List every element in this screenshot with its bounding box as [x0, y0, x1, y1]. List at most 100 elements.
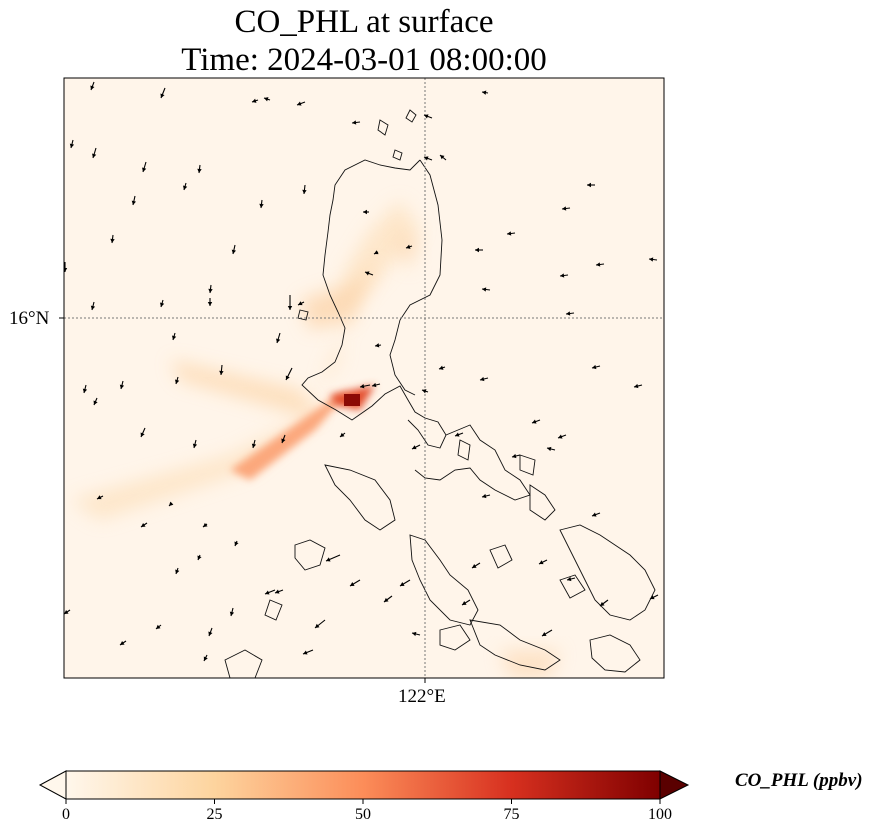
colorbar-extend-high — [659, 770, 690, 800]
wind-arrow-head — [412, 631, 417, 637]
wind-arrow-head — [175, 569, 180, 574]
wind-arrow-head — [97, 495, 102, 500]
wind-arrow-head — [560, 273, 565, 278]
colorbar-tick-label: 0 — [62, 806, 70, 823]
wind-arrow-head — [207, 302, 213, 306]
wind-arrow-head — [562, 206, 567, 211]
wind-arrow-head — [384, 597, 389, 602]
wind-arrow-head — [424, 114, 429, 119]
wind-arrow-head — [439, 365, 444, 370]
wind-arrow-head — [303, 650, 308, 655]
colorbar-ticks — [65, 799, 661, 804]
wind-arrow-head — [90, 85, 95, 90]
wind-arrow-head — [482, 493, 487, 499]
wind-arrow-head — [251, 443, 257, 448]
wind-arrow-head — [363, 209, 367, 215]
wind-arrow-head — [650, 595, 655, 600]
wind-arrow-head — [82, 388, 88, 393]
wind-arrow-head — [374, 250, 379, 255]
colorbar — [38, 770, 690, 804]
wind-arrow-head — [197, 168, 202, 173]
wind-arrow-head — [472, 564, 477, 568]
wind-arrow-head — [440, 155, 445, 160]
wind-arrow-head — [480, 376, 485, 382]
wind-arrow-head — [203, 522, 208, 527]
wind-arrow-head — [219, 370, 224, 375]
wind-arrow-head — [287, 306, 293, 310]
wind-arrow-head — [208, 631, 213, 636]
plume-peak — [344, 394, 360, 406]
wind-arrow-head — [69, 143, 75, 148]
wind-arrow-head — [174, 379, 180, 384]
colorbar-tick-label: 50 — [355, 806, 371, 823]
wind-arrow-head — [169, 501, 174, 506]
wind-arrow-head — [462, 601, 467, 605]
wind-arrow-head — [532, 419, 537, 424]
wind-arrow-head — [182, 185, 188, 190]
wind-arrow-head — [455, 432, 460, 437]
wind-arrow-head — [592, 364, 597, 370]
map-background — [64, 78, 664, 678]
map-title: CO_PHL at surface — [234, 4, 494, 40]
wind-arrow-head — [252, 98, 257, 103]
wind-arrow-head — [119, 384, 125, 389]
wind-arrow-head — [285, 375, 290, 380]
lat-tick-label: 16°N — [9, 308, 50, 329]
wind-arrow-head — [264, 97, 269, 102]
wind-arrow-head — [600, 601, 605, 606]
wind-arrow-head — [512, 453, 517, 459]
wind-arrow-head — [171, 335, 177, 340]
wind-arrow-head — [131, 200, 137, 205]
wind-arrow-head — [93, 400, 98, 405]
wind-arrow-head — [596, 262, 601, 267]
wind-arrow-head — [542, 632, 547, 636]
wind-arrow-head — [276, 338, 281, 343]
wind-arrow-head — [120, 640, 125, 645]
wind-arrow-head — [539, 560, 544, 565]
wind-arrow-head — [234, 541, 239, 546]
wind-arrow-head — [412, 445, 417, 450]
wind-arrow-head — [265, 590, 270, 595]
map-figure — [59, 77, 665, 683]
wind-arrow-head — [110, 238, 115, 243]
coastline — [224, 109, 656, 678]
wind-arrow-head — [229, 611, 235, 616]
wind-arrow-head — [140, 432, 145, 437]
wind-arrow-head — [142, 167, 147, 172]
wind-arrow-head — [302, 189, 307, 194]
wind-arrow-head — [592, 512, 597, 517]
wind-arrow-head — [160, 93, 165, 98]
colorbar-tick-label: 100 — [648, 806, 672, 823]
wind-arrow-head — [482, 287, 487, 292]
wind-arrow-head — [372, 382, 377, 388]
wind-arrow-head — [422, 389, 427, 394]
wind-arrow-head — [567, 576, 572, 582]
map-frame — [63, 77, 665, 679]
colorbar-extend-low — [38, 770, 67, 800]
wind-vectors — [64, 81, 659, 662]
wind-arrow-head — [365, 271, 370, 276]
wind-arrow-head — [64, 268, 68, 272]
wind-arrow-head — [406, 244, 411, 249]
lon-tick-label: 122°E — [398, 686, 446, 707]
wind-arrow-head — [326, 557, 331, 562]
wind-arrow-head — [400, 582, 405, 586]
wind-arrow-head — [281, 438, 286, 443]
co-plume — [70, 200, 560, 678]
wind-arrow-head — [192, 443, 198, 448]
wind-arrow-head — [649, 257, 654, 262]
wind-arrow-head — [558, 434, 563, 439]
wind-arrow-head — [197, 555, 202, 560]
colorbar-tick-label: 75 — [503, 806, 520, 823]
wind-arrow-head — [315, 623, 320, 628]
colorbar-tick-label: 25 — [206, 806, 223, 823]
wind-arrow-head — [90, 305, 96, 310]
wind-arrow-head — [507, 231, 512, 236]
wind-arrow-head — [259, 203, 264, 208]
wind-arrow-head — [634, 383, 639, 389]
wind-arrow-head — [352, 120, 357, 125]
wind-arrow-head — [587, 182, 591, 188]
wind-arrow-head — [92, 153, 97, 158]
wind-arrow-head — [547, 446, 552, 452]
wind-arrow-head — [298, 301, 303, 306]
